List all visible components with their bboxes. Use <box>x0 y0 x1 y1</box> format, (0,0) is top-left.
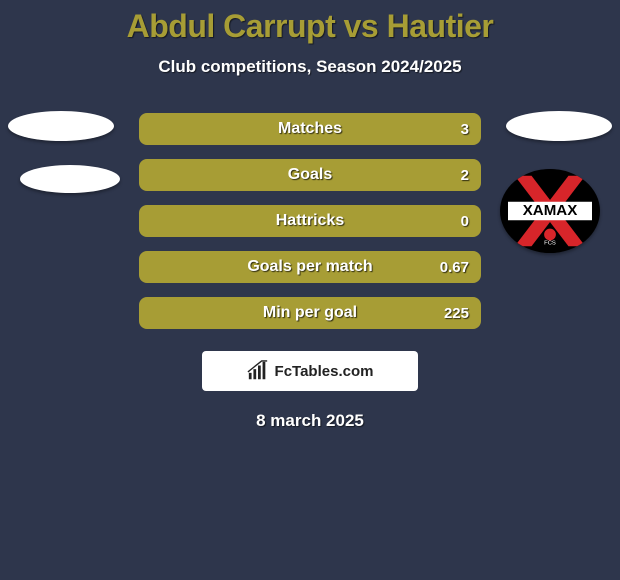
stat-label: Goals per match <box>247 258 372 276</box>
stat-label: Goals <box>288 166 332 184</box>
svg-text:XAMAX: XAMAX <box>523 202 578 219</box>
player-left-club-placeholder <box>20 165 120 193</box>
stat-label: Hattricks <box>276 212 344 230</box>
page-title: Abdul Carrupt vs Hautier <box>0 0 620 45</box>
comparison-card: Abdul Carrupt vs Hautier Club competitio… <box>0 0 620 580</box>
subtitle: Club competitions, Season 2024/2025 <box>0 57 620 77</box>
stat-value: 2 <box>461 167 469 184</box>
player-right-club-badge: XAMAX FCS <box>500 169 600 253</box>
stats-area: XAMAX FCS Matches 3 Goals 2 Hattricks 0 Goals … <box>0 113 620 329</box>
svg-text:FCS: FCS <box>544 241 556 247</box>
stat-bar: Goals 2 <box>139 159 481 191</box>
stat-value: 225 <box>444 305 469 322</box>
stat-bar: Min per goal 225 <box>139 297 481 329</box>
stat-label: Matches <box>278 120 342 138</box>
bar-chart-icon <box>247 360 269 382</box>
stat-bar: Goals per match 0.67 <box>139 251 481 283</box>
comparison-date: 8 march 2025 <box>0 411 620 431</box>
branding-box[interactable]: FcTables.com <box>202 351 418 391</box>
stat-bar: Hattricks 0 <box>139 205 481 237</box>
stat-value: 3 <box>461 121 469 138</box>
player-right-avatar-placeholder <box>506 111 612 141</box>
xamax-badge-icon: XAMAX FCS <box>500 169 600 253</box>
stat-value: 0.67 <box>440 259 469 276</box>
stat-bars: Matches 3 Goals 2 Hattricks 0 Goals per match 0… <box>139 113 481 329</box>
branding-label: FcTables.com <box>275 363 374 380</box>
stat-label: Min per goal <box>263 304 357 322</box>
player-left-avatar-placeholder <box>8 111 114 141</box>
stat-value: 0 <box>461 213 469 230</box>
stat-bar: Matches 3 <box>139 113 481 145</box>
